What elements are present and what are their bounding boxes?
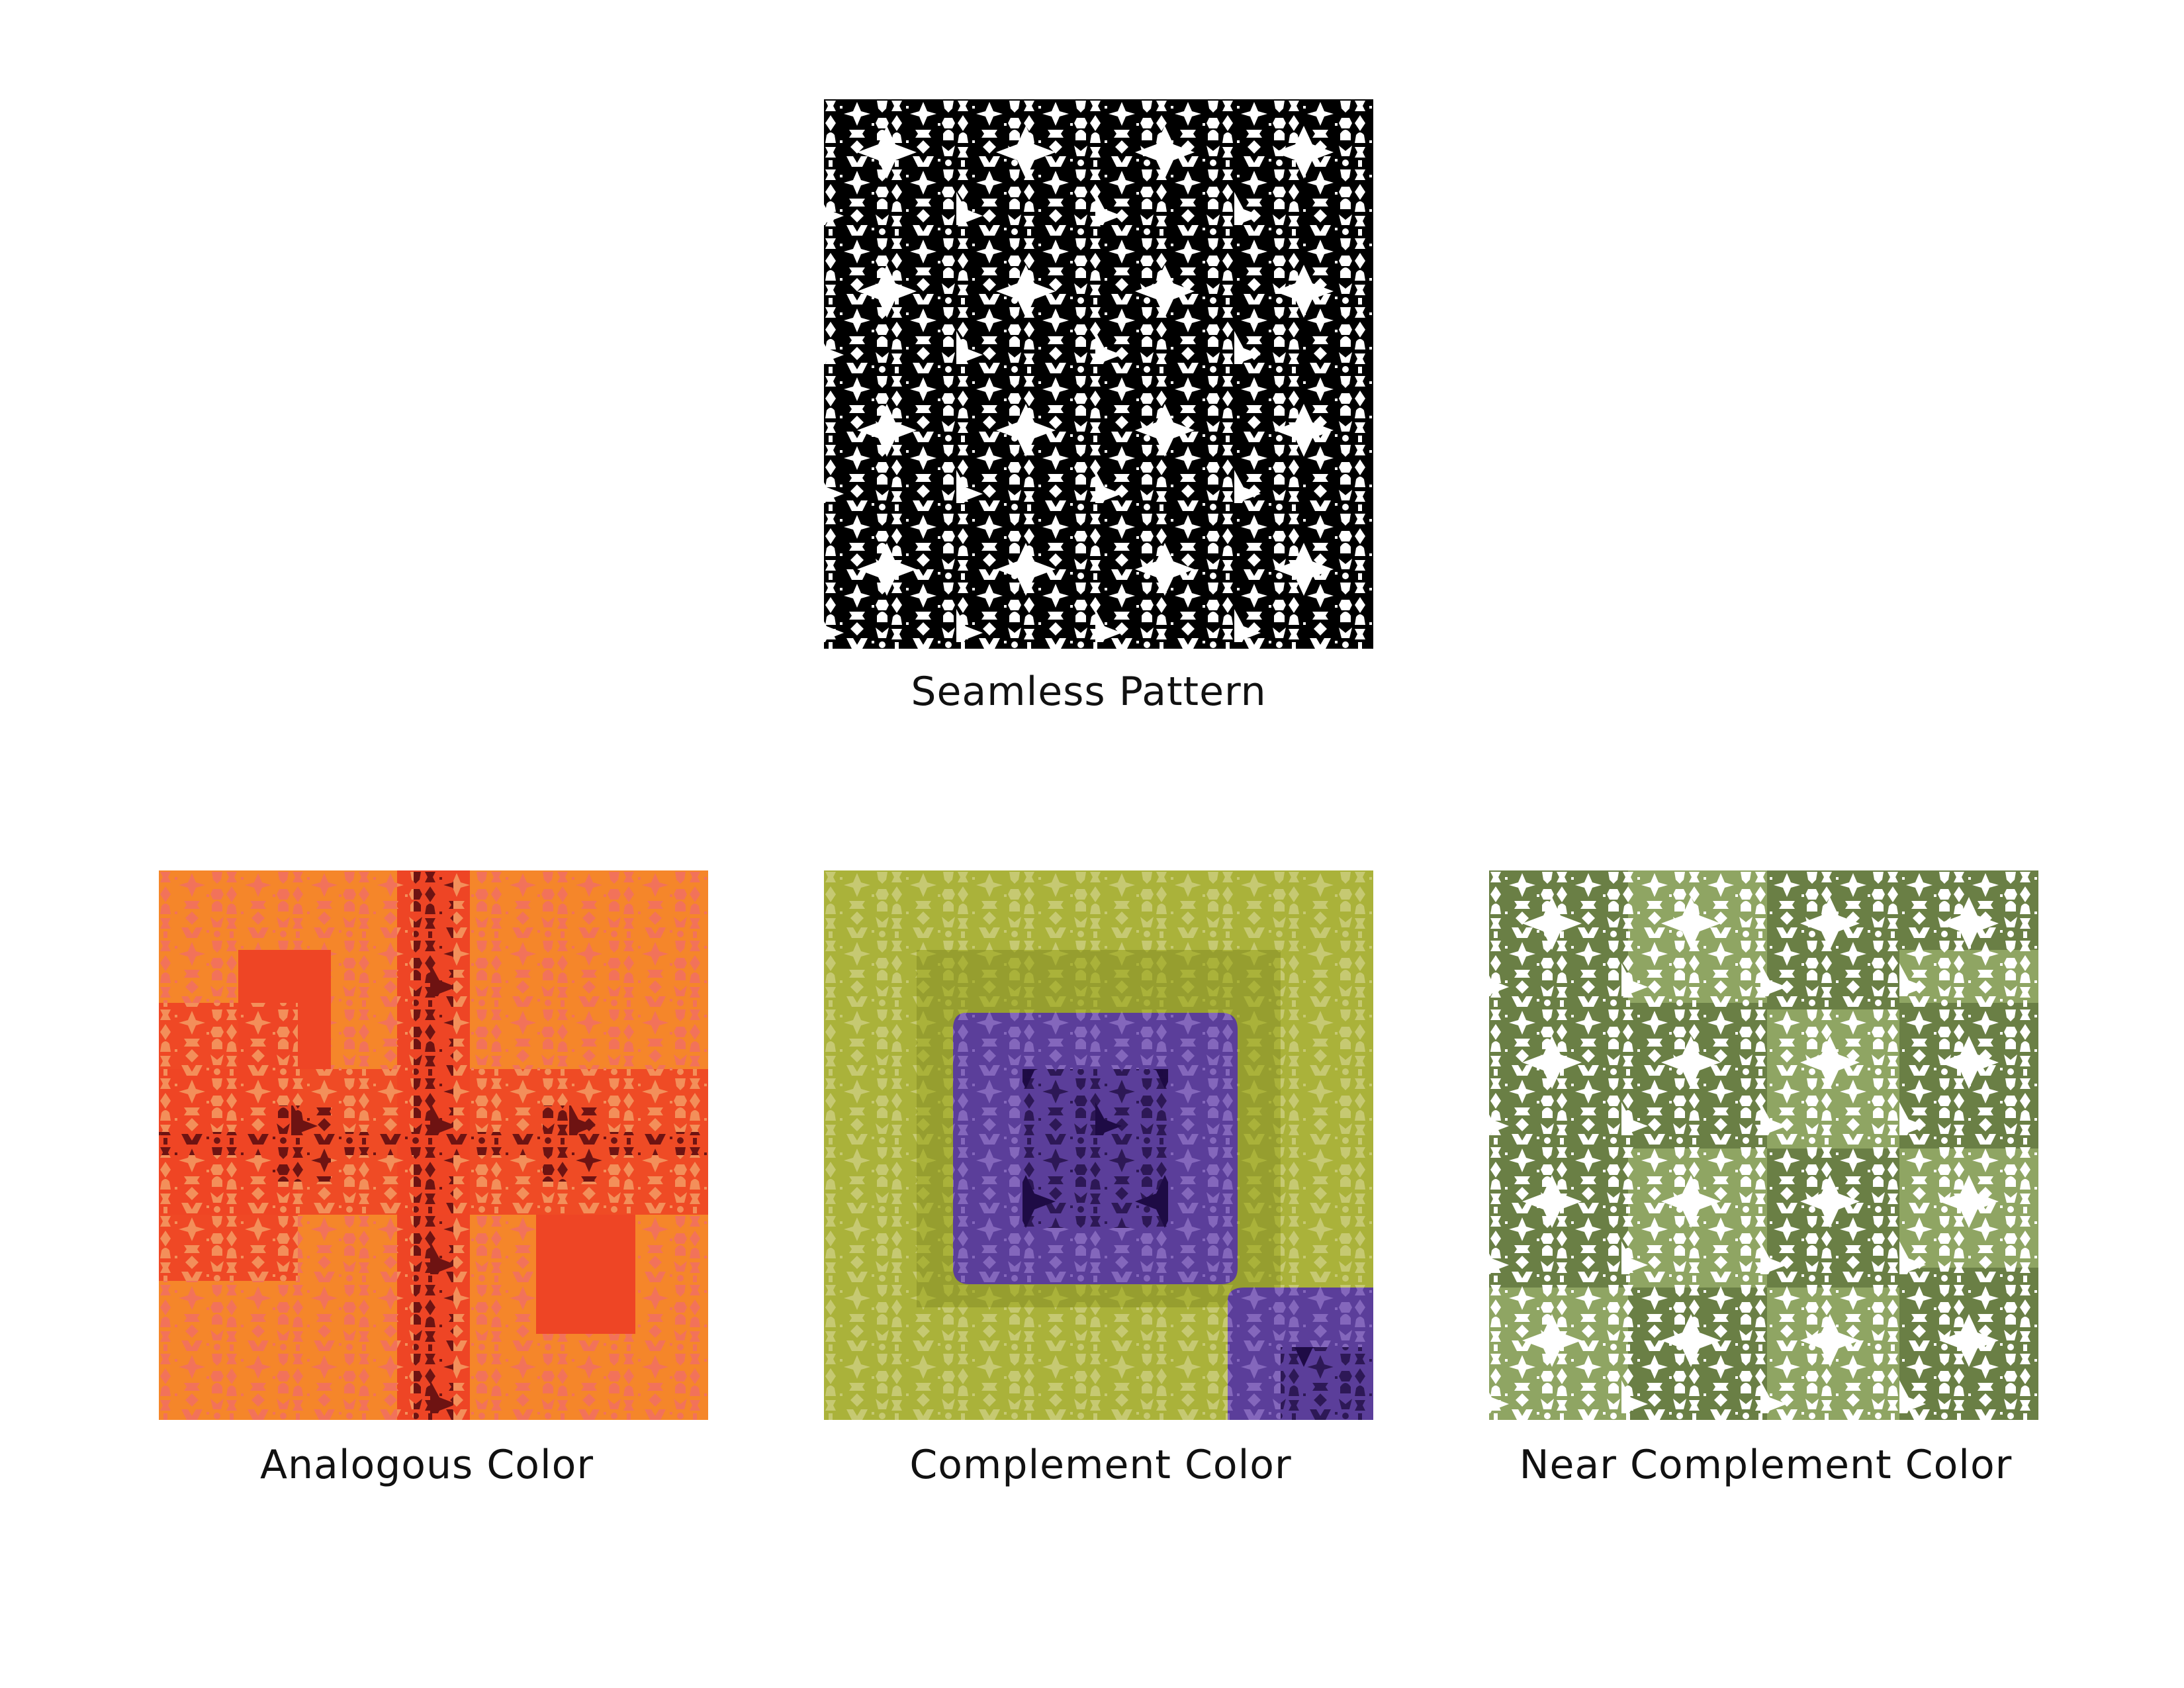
near-complement-color-image	[1489, 870, 2038, 1420]
seamless-pattern-image	[824, 99, 1373, 649]
seamless-pattern-swatch	[824, 99, 1373, 649]
analogous-color-swatch	[159, 870, 708, 1420]
complement-color-swatch	[824, 870, 1373, 1420]
complement-color-image	[824, 870, 1373, 1420]
caption-complement-color: Complement Color	[909, 1442, 1292, 1488]
caption-analogous-color: Analogous Color	[259, 1442, 594, 1488]
analogous-color-image	[159, 870, 708, 1420]
caption-near-complement-color: Near Complement Color	[1519, 1442, 2013, 1488]
caption-seamless-pattern: Seamless Pattern	[911, 669, 1267, 715]
near-complement-color-swatch	[1489, 870, 2038, 1420]
